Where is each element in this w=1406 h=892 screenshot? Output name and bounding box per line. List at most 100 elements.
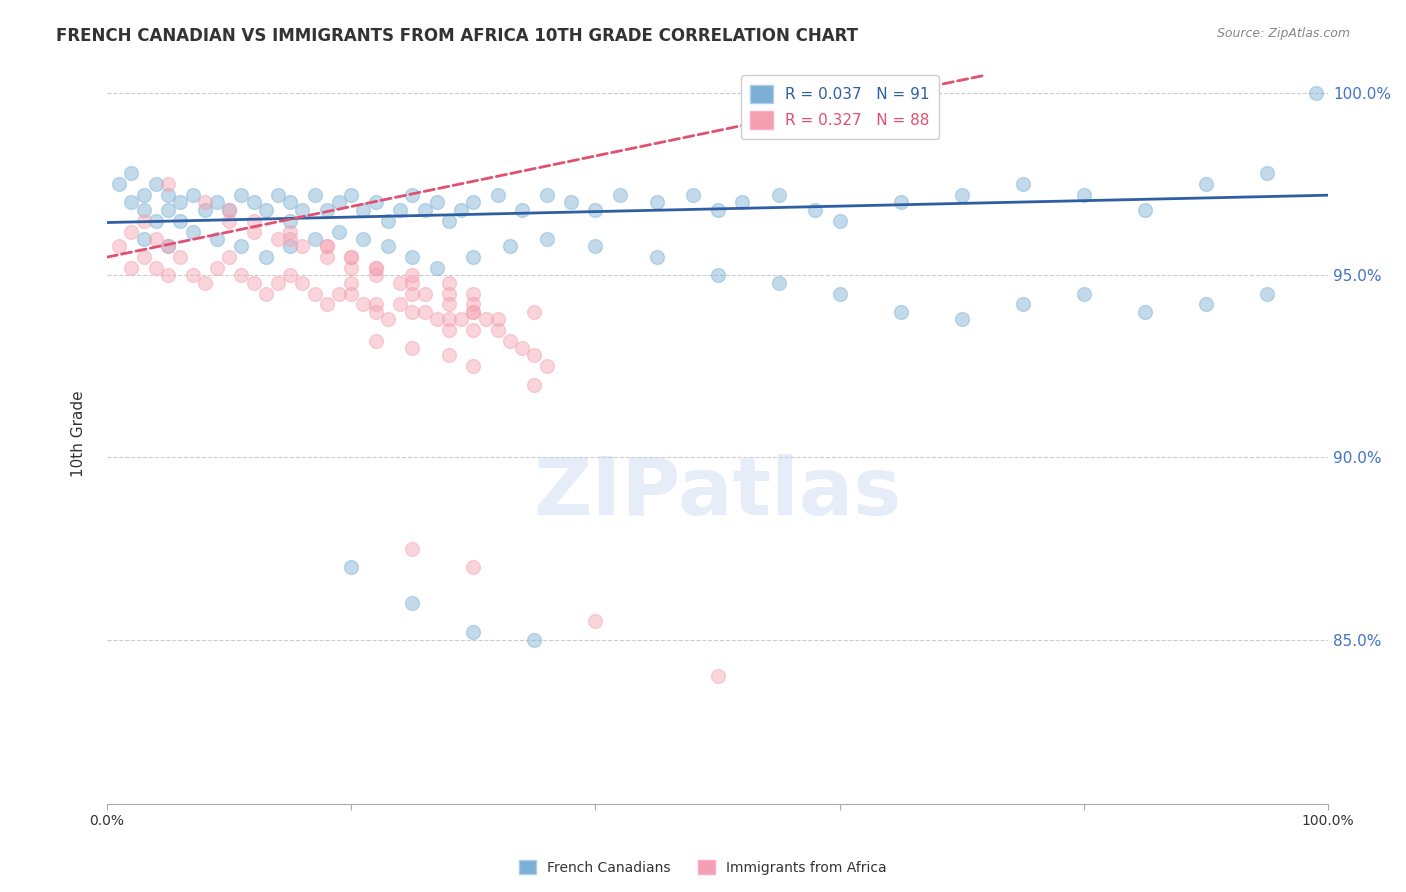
Point xyxy=(463,625,485,640)
Point xyxy=(536,188,558,202)
Point xyxy=(205,261,228,276)
Point xyxy=(463,323,485,337)
Point xyxy=(389,297,412,311)
Point xyxy=(523,632,546,647)
Point xyxy=(157,202,180,217)
Legend: R = 0.037   N = 91, R = 0.327   N = 88: R = 0.037 N = 91, R = 0.327 N = 88 xyxy=(741,76,939,138)
Point xyxy=(353,202,375,217)
Point xyxy=(304,188,326,202)
Point xyxy=(315,239,337,253)
Point xyxy=(706,268,728,283)
Point xyxy=(181,225,204,239)
Point xyxy=(181,188,204,202)
Point xyxy=(437,312,460,326)
Point xyxy=(645,195,668,210)
Point xyxy=(254,250,277,264)
Point xyxy=(499,334,522,348)
Point xyxy=(364,297,387,311)
Point xyxy=(401,268,423,283)
Point xyxy=(205,195,228,210)
Point xyxy=(401,541,423,556)
Point xyxy=(1133,305,1156,319)
Point xyxy=(1133,202,1156,217)
Point xyxy=(145,261,167,276)
Point xyxy=(437,323,460,337)
Point xyxy=(486,323,509,337)
Point xyxy=(426,261,449,276)
Point xyxy=(437,349,460,363)
Point xyxy=(437,297,460,311)
Text: Source: ZipAtlas.com: Source: ZipAtlas.com xyxy=(1216,27,1350,40)
Point xyxy=(267,276,290,290)
Point xyxy=(950,188,973,202)
Point xyxy=(242,225,264,239)
Point xyxy=(377,239,399,253)
Point xyxy=(242,213,264,227)
Point xyxy=(463,559,485,574)
Point xyxy=(328,225,350,239)
Point xyxy=(377,312,399,326)
Point xyxy=(364,305,387,319)
Point xyxy=(315,239,337,253)
Point xyxy=(267,232,290,246)
Point xyxy=(278,232,301,246)
Point xyxy=(499,239,522,253)
Point xyxy=(523,349,546,363)
Point xyxy=(706,202,728,217)
Point xyxy=(731,195,754,210)
Point xyxy=(389,276,412,290)
Point xyxy=(413,305,436,319)
Point xyxy=(121,225,143,239)
Point xyxy=(254,202,277,217)
Point xyxy=(413,286,436,301)
Point xyxy=(890,195,912,210)
Legend: French Canadians, Immigrants from Africa: French Canadians, Immigrants from Africa xyxy=(513,855,893,880)
Point xyxy=(463,250,485,264)
Point xyxy=(536,359,558,374)
Point xyxy=(218,250,240,264)
Point xyxy=(267,188,290,202)
Point xyxy=(1012,178,1035,192)
Point xyxy=(426,312,449,326)
Point xyxy=(242,195,264,210)
Point xyxy=(463,195,485,210)
Point xyxy=(353,232,375,246)
Point xyxy=(121,261,143,276)
Text: ZIPatlas: ZIPatlas xyxy=(533,454,901,532)
Point xyxy=(194,195,217,210)
Point xyxy=(890,305,912,319)
Point xyxy=(523,377,546,392)
Point xyxy=(218,202,240,217)
Point xyxy=(145,213,167,227)
Point xyxy=(401,286,423,301)
Point xyxy=(364,261,387,276)
Point xyxy=(401,250,423,264)
Point xyxy=(231,188,253,202)
Point xyxy=(401,188,423,202)
Point xyxy=(560,195,582,210)
Point xyxy=(121,166,143,180)
Point xyxy=(463,286,485,301)
Point xyxy=(278,213,301,227)
Point xyxy=(706,669,728,683)
Point xyxy=(304,286,326,301)
Point xyxy=(437,213,460,227)
Point xyxy=(278,239,301,253)
Point xyxy=(828,286,851,301)
Point xyxy=(315,202,337,217)
Point xyxy=(585,615,607,629)
Point xyxy=(194,276,217,290)
Point xyxy=(108,239,131,253)
Point xyxy=(1012,297,1035,311)
Point xyxy=(536,232,558,246)
Point xyxy=(278,225,301,239)
Point xyxy=(828,213,851,227)
Point xyxy=(1195,297,1218,311)
Point xyxy=(510,341,533,355)
Point xyxy=(585,202,607,217)
Point xyxy=(218,202,240,217)
Point xyxy=(804,202,827,217)
Point xyxy=(340,250,363,264)
Point xyxy=(389,202,412,217)
Point xyxy=(157,178,180,192)
